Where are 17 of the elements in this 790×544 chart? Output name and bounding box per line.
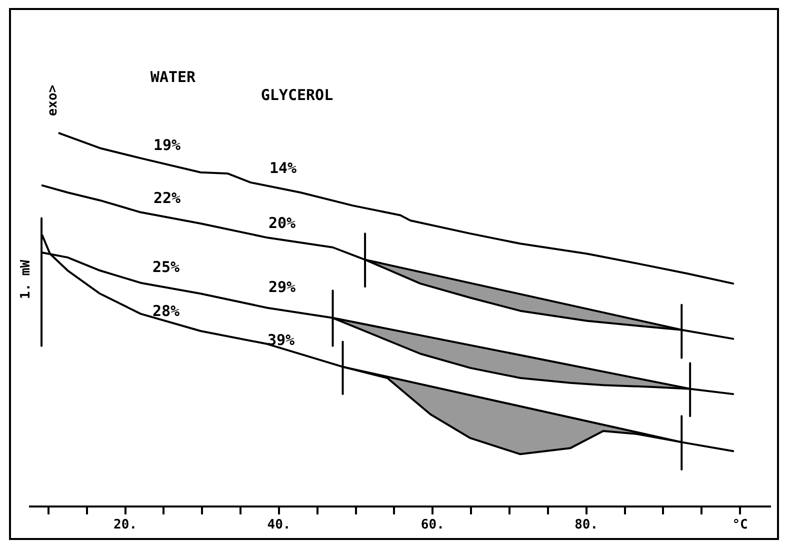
annotation: 20%	[268, 214, 296, 232]
x-tick-label: 40.	[267, 518, 291, 533]
annotation: 19%	[153, 136, 181, 154]
x-tick-label: °C	[732, 518, 748, 533]
text: WATER	[150, 68, 196, 86]
text: GLYCEROL	[260, 86, 334, 104]
annotation: 14%	[269, 159, 297, 177]
annotation: 25%	[152, 258, 180, 276]
x-tick-label: 80.	[574, 518, 598, 533]
x-tick-label: 20.	[114, 518, 138, 533]
text: exo>	[46, 84, 60, 118]
annotation: 28%	[152, 302, 180, 320]
annotation: 39%	[267, 331, 295, 349]
x-tick-label: 60.	[420, 518, 444, 533]
annotation: 22%	[153, 189, 181, 207]
annotation: 29%	[268, 278, 296, 296]
y-axis-title: 1. mW	[18, 258, 34, 302]
